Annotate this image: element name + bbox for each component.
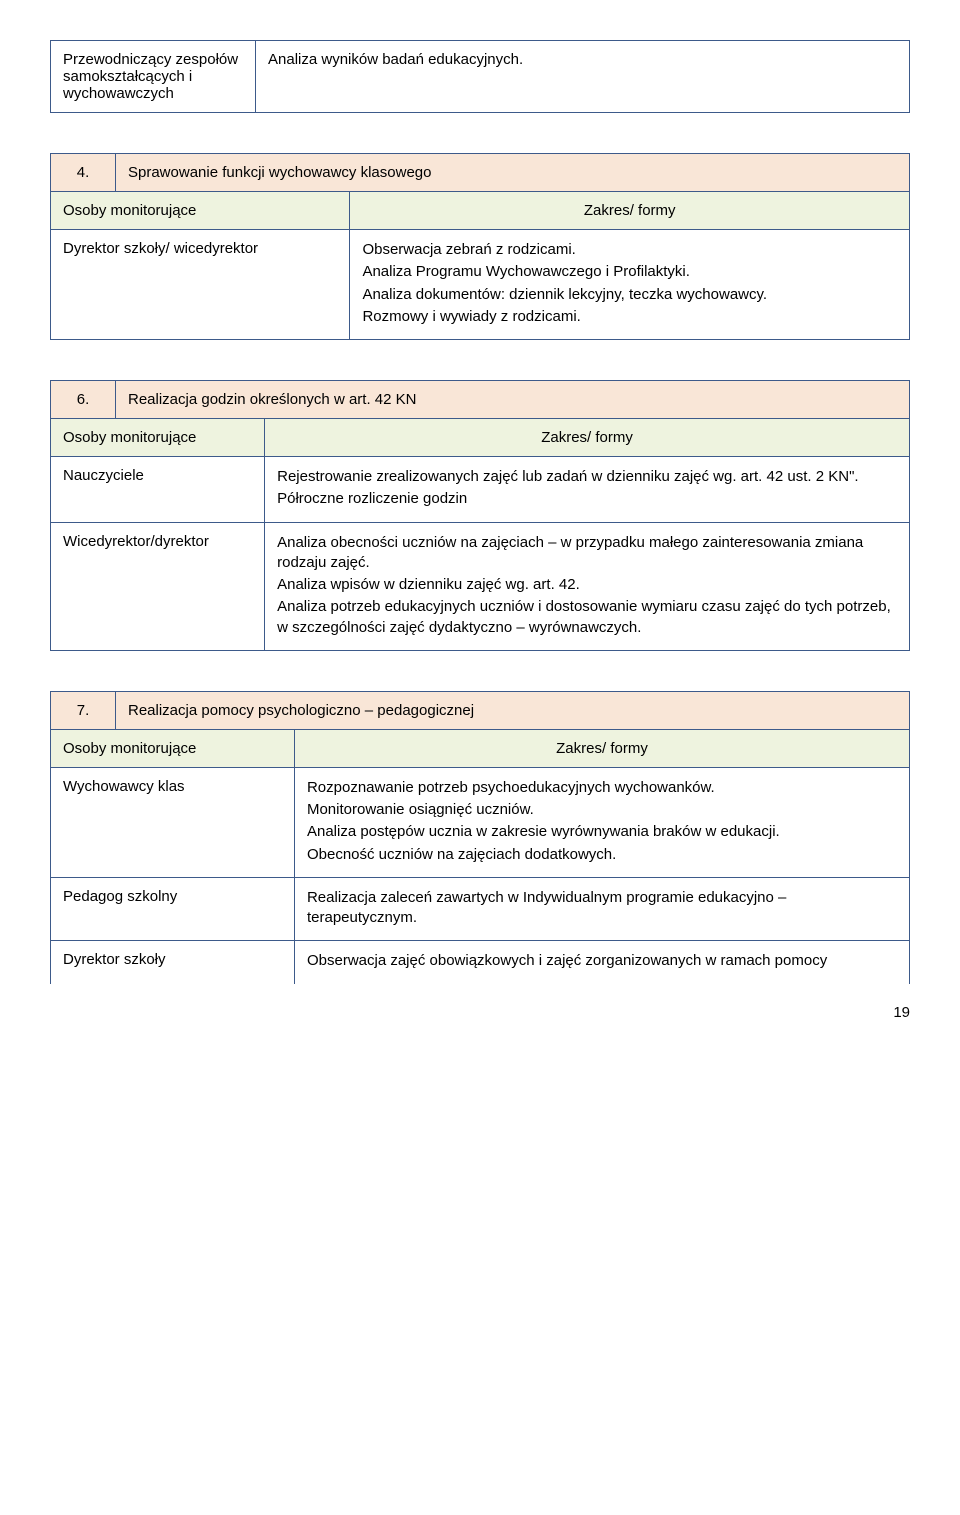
page-number: 19 xyxy=(50,1004,910,1021)
t4-r3-right: Obserwacja zajęć obowiązkowych i zajęć z… xyxy=(294,941,909,984)
t1-right: Analiza wyników badań edukacyjnych. xyxy=(256,41,910,113)
t4-subright: Zakres/ formy xyxy=(294,729,909,767)
table-1: Przewodniczący zespołów samokształcących… xyxy=(50,40,910,113)
t4-num: 7. xyxy=(51,691,116,729)
t4-r2-right: Realizacja zaleceń zawartych w Indywidua… xyxy=(294,877,909,941)
t3-num: 6. xyxy=(51,381,116,419)
t3-title: Realizacja godzin określonych w art. 42 … xyxy=(116,381,910,419)
t3-r1-right: Rejestrowanie zrealizowanych zajęć lub z… xyxy=(265,457,910,523)
t4-r1-left: Wychowawcy klas xyxy=(51,767,295,877)
t4-r1-right: Rozpoznawanie potrzeb psychoedukacyjnych… xyxy=(294,767,909,877)
t2-subright: Zakres/ formy xyxy=(350,192,910,230)
t3-r2-left: Wicedyrektor/dyrektor xyxy=(51,522,265,650)
t2-r1-right: Obserwacja zebrań z rodzicami.Analiza Pr… xyxy=(350,230,910,340)
t4-subleft: Osoby monitorujące xyxy=(51,729,295,767)
t2-num: 4. xyxy=(51,154,116,192)
t3-r2-right: Analiza obecności uczniów na zajęciach –… xyxy=(265,522,910,650)
t3-r1-left: Nauczyciele xyxy=(51,457,265,523)
table-3: 6. Realizacja godzin określonych w art. … xyxy=(50,380,910,651)
t4-r3-left: Dyrektor szkoły xyxy=(51,941,295,984)
t2-subleft: Osoby monitorujące xyxy=(51,192,350,230)
t2-r1-left: Dyrektor szkoły/ wicedyrektor xyxy=(51,230,350,340)
t4-r2-left: Pedagog szkolny xyxy=(51,877,295,941)
t2-title: Sprawowanie funkcji wychowawcy klasowego xyxy=(116,154,910,192)
t4-title: Realizacja pomocy psychologiczno – pedag… xyxy=(116,691,910,729)
t3-subleft: Osoby monitorujące xyxy=(51,419,265,457)
table-2: 4. Sprawowanie funkcji wychowawcy klasow… xyxy=(50,153,910,340)
t1-left: Przewodniczący zespołów samokształcących… xyxy=(51,41,256,113)
t3-subright: Zakres/ formy xyxy=(265,419,910,457)
table-4: 7. Realizacja pomocy psychologiczno – pe… xyxy=(50,691,910,984)
